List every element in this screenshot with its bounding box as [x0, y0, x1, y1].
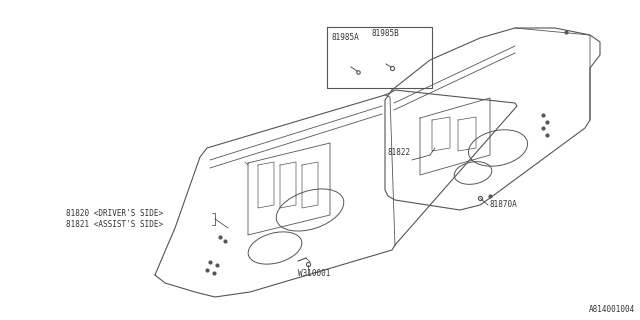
- Text: 81870A: 81870A: [490, 200, 518, 209]
- Text: W310001: W310001: [298, 269, 330, 278]
- Text: A814001004: A814001004: [589, 305, 635, 314]
- Text: 81822: 81822: [387, 148, 410, 157]
- Text: 81821 <ASSIST'S SIDE>: 81821 <ASSIST'S SIDE>: [66, 220, 163, 229]
- Text: 81985B: 81985B: [372, 29, 400, 38]
- Text: 81985A: 81985A: [332, 33, 360, 42]
- Text: 81820 <DRIVER'S SIDE>: 81820 <DRIVER'S SIDE>: [66, 209, 163, 218]
